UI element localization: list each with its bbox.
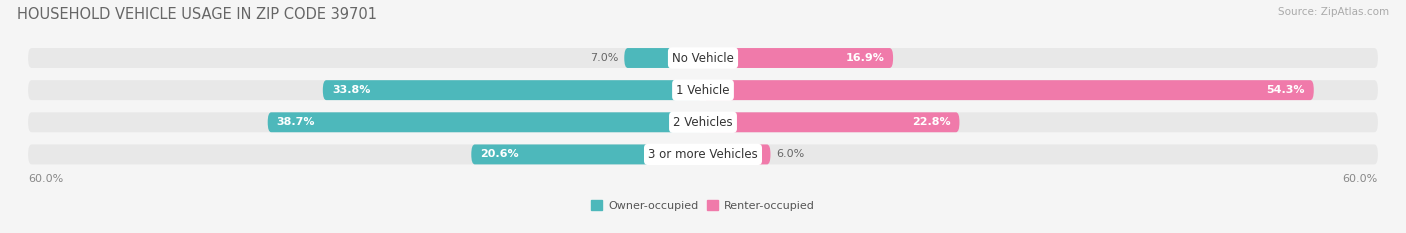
Text: 6.0%: 6.0% [776, 149, 804, 159]
Text: 60.0%: 60.0% [1343, 174, 1378, 184]
FancyBboxPatch shape [471, 144, 703, 164]
FancyBboxPatch shape [703, 80, 1313, 100]
Text: 1 Vehicle: 1 Vehicle [676, 84, 730, 97]
Text: 16.9%: 16.9% [845, 53, 884, 63]
Text: HOUSEHOLD VEHICLE USAGE IN ZIP CODE 39701: HOUSEHOLD VEHICLE USAGE IN ZIP CODE 3970… [17, 7, 377, 22]
Legend: Owner-occupied, Renter-occupied: Owner-occupied, Renter-occupied [586, 196, 820, 215]
Text: 3 or more Vehicles: 3 or more Vehicles [648, 148, 758, 161]
Text: 22.8%: 22.8% [912, 117, 950, 127]
Text: Source: ZipAtlas.com: Source: ZipAtlas.com [1278, 7, 1389, 17]
Text: 7.0%: 7.0% [591, 53, 619, 63]
FancyBboxPatch shape [323, 80, 703, 100]
Text: 33.8%: 33.8% [332, 85, 370, 95]
FancyBboxPatch shape [28, 112, 1378, 132]
FancyBboxPatch shape [703, 144, 770, 164]
FancyBboxPatch shape [703, 48, 893, 68]
Text: 38.7%: 38.7% [277, 117, 315, 127]
Text: 20.6%: 20.6% [481, 149, 519, 159]
FancyBboxPatch shape [28, 48, 1378, 68]
FancyBboxPatch shape [28, 80, 1378, 100]
Text: 2 Vehicles: 2 Vehicles [673, 116, 733, 129]
FancyBboxPatch shape [624, 48, 703, 68]
Text: No Vehicle: No Vehicle [672, 51, 734, 65]
Text: 54.3%: 54.3% [1267, 85, 1305, 95]
FancyBboxPatch shape [703, 112, 959, 132]
Text: 60.0%: 60.0% [28, 174, 63, 184]
FancyBboxPatch shape [28, 144, 1378, 164]
FancyBboxPatch shape [267, 112, 703, 132]
